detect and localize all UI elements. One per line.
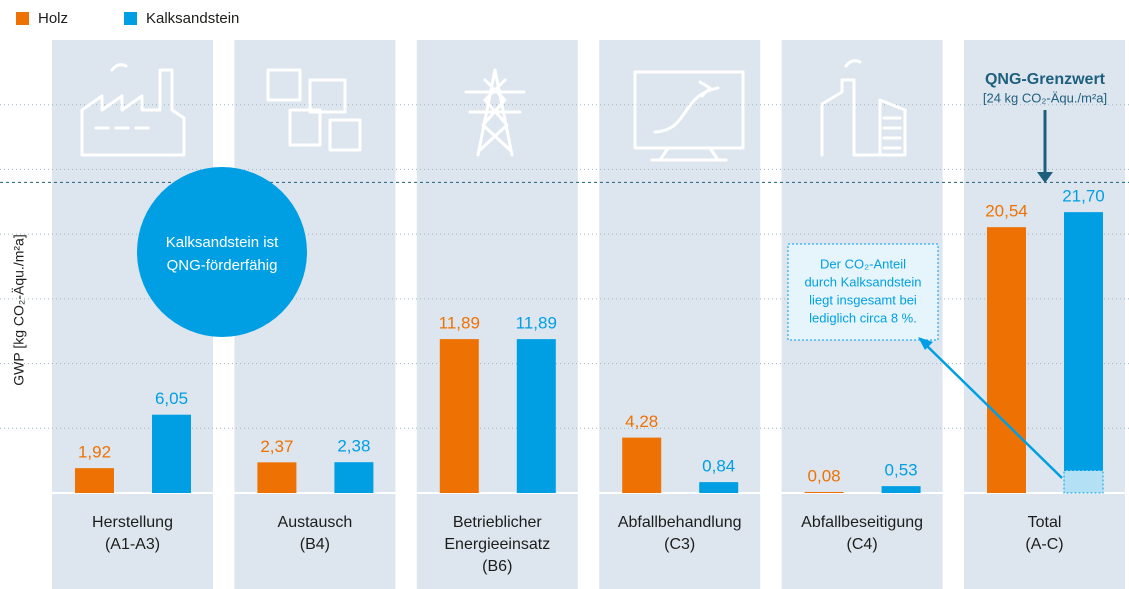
box-note: Der CO₂-Anteil — [820, 256, 906, 271]
circle-note: Kalksandstein ist — [166, 234, 279, 251]
highlight-segment — [1063, 469, 1104, 494]
bar — [516, 339, 556, 493]
threshold-arrowhead — [1037, 172, 1053, 183]
x-tick-label: (B4) — [300, 536, 330, 553]
panel — [416, 40, 578, 589]
box-note: lediglich circa 8 %. — [809, 310, 917, 325]
bar — [152, 414, 191, 493]
x-tick-label: Abfallbeseitigung — [801, 514, 923, 531]
threshold-title: QNG-Grenzwert — [985, 71, 1106, 88]
bar — [75, 468, 114, 493]
legend-label: Kalksandstein — [146, 10, 239, 27]
x-tick-label: (A-C) — [1025, 536, 1063, 553]
value-label: 0,53 — [885, 461, 918, 480]
panel — [599, 40, 761, 589]
bar — [622, 437, 662, 493]
x-tick-label: (C4) — [847, 536, 878, 553]
value-label: 1,92 — [78, 443, 111, 462]
x-tick-label: (B6) — [482, 558, 512, 575]
bar — [1064, 212, 1103, 493]
x-tick-label: Abfallbehandlung — [618, 514, 742, 531]
value-label: 2,38 — [337, 437, 370, 456]
value-label: 20,54 — [985, 202, 1028, 221]
legend-label: Holz — [38, 10, 68, 27]
value-label: 0,08 — [808, 466, 841, 485]
x-tick-label: (A1-A3) — [105, 536, 160, 553]
value-label: 11,89 — [439, 314, 480, 333]
circle-note: QNG-förderfähig — [167, 257, 278, 274]
bar — [439, 339, 479, 493]
note-arrowhead — [918, 337, 933, 350]
x-tick-label: Energieeinsatz — [444, 536, 550, 553]
x-tick-label: (C3) — [664, 536, 695, 553]
bar — [804, 491, 844, 493]
legend-swatch — [124, 12, 137, 25]
value-label: 0,84 — [702, 457, 735, 476]
bar — [699, 482, 739, 493]
icons — [80, 59, 907, 162]
x-tick-label: Total — [1028, 514, 1062, 531]
value-label: 4,28 — [625, 412, 658, 431]
bar — [334, 462, 374, 493]
bar — [257, 462, 297, 493]
y-axis-label: GWP [kg CO₂-Äqu./m²a] — [11, 234, 27, 385]
x-tick-label: Betrieblicher — [453, 514, 543, 531]
bar — [987, 227, 1026, 493]
note-box — [787, 243, 939, 341]
x-tick-label: Herstellung — [92, 514, 173, 531]
marks: 1,92 2,37 11,89 4,28 0,08 20,54 6,05 2,38 11,89 0… — [75, 187, 1105, 494]
value-label: 6,05 — [155, 389, 188, 408]
value-label: 2,37 — [260, 437, 293, 456]
bar — [881, 486, 921, 493]
box-note: durch Kalksandstein — [804, 274, 921, 289]
note-arrow — [923, 342, 1063, 479]
box-note: liegt insgesamt bei — [809, 292, 917, 307]
legend-swatch — [16, 12, 29, 25]
x-tick-label: Austausch — [278, 514, 353, 531]
threshold-label: [24 kg CO₂-Äqu./m²a] — [983, 90, 1107, 105]
value-label: 21,70 — [1062, 187, 1105, 206]
value-label: 11,89 — [516, 314, 557, 333]
note-circle — [137, 167, 307, 337]
